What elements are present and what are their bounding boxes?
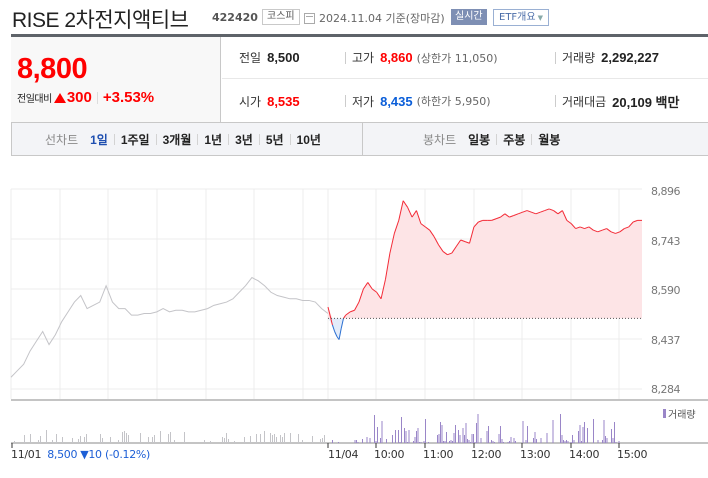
date-info: 2024.11.04 기준(장마감) <box>304 10 445 26</box>
volume: 거래량 2,292,227 <box>555 49 659 66</box>
prev-close-value: 8,500 <box>267 50 300 65</box>
calendar-icon <box>304 12 315 24</box>
change-amount: 300 <box>66 89 92 106</box>
volume-legend: 거래량 <box>663 406 696 421</box>
previous-day-info: 11/01 8,500 ▼10 (-0.12%) <box>11 448 150 461</box>
line-chart-title: 선차트 <box>45 132 79 147</box>
line-chart-periods: 선차트 1일 1주일 3개월 1년 3년 5년 10년 <box>45 123 321 155</box>
volume-value: 2,292,227 <box>601 50 659 65</box>
low-price: 저가 8,435 (하한가 5,950) <box>345 93 491 110</box>
divider <box>197 133 199 145</box>
divider <box>345 51 346 64</box>
divider <box>155 133 157 145</box>
divider <box>531 133 533 145</box>
trade-value: 거래대금 20,109 백만 <box>555 92 679 111</box>
open-value: 8,535 <box>267 93 300 109</box>
period-3y[interactable]: 3년 <box>235 132 253 147</box>
period-1d[interactable]: 1일 <box>90 132 108 147</box>
toolbar-divider <box>362 123 363 155</box>
stock-header: RISE 2차전지액티브 422420 코스피 2024.11.04 기준(장마… <box>0 0 708 36</box>
x-label: 11/04 <box>328 448 359 461</box>
lower-limit: (하한가 5,950) <box>416 95 491 108</box>
y-tick: 8,284 <box>651 383 681 396</box>
divider <box>555 95 556 107</box>
divider <box>228 133 230 145</box>
x-label: 13:00 <box>520 448 551 461</box>
market-badge: 코스피 <box>262 9 300 25</box>
high-value: 8,860 <box>380 50 413 65</box>
low-value: 8,435 <box>380 93 413 109</box>
volume-legend-label: 거래량 <box>668 410 696 421</box>
divider <box>555 51 556 64</box>
x-label: 14:00 <box>569 448 600 461</box>
y-tick: 8,896 <box>651 185 681 198</box>
up-triangle-icon <box>53 92 66 103</box>
divider <box>345 95 346 107</box>
period-3m[interactable]: 3개월 <box>162 132 192 147</box>
price-summary: 8,800 전일대비 300 +3.53% <box>11 37 221 122</box>
period-5y[interactable]: 5년 <box>265 132 284 147</box>
info-row: 시가 8,535 저가 8,435 (하한가 5,950) 거래대금 20,10… <box>222 80 708 122</box>
low-label: 저가 <box>352 94 375 109</box>
chart-toolbar: 선차트 1일 1주일 3개월 1년 3년 5년 10년 봉차트 일봉 주봉 월봉 <box>11 122 708 156</box>
candle-monthly[interactable]: 월봉 <box>538 132 561 147</box>
price-info-table: 전일 8,500 고가 8,860 (상한가 11,050) 거래량 2,292… <box>222 37 708 122</box>
y-tick: 8,743 <box>651 235 681 248</box>
high-price: 고가 8,860 (상한가 11,050) <box>345 49 498 66</box>
open-label: 시가 <box>239 94 262 109</box>
change-label: 전일대비 <box>17 94 52 105</box>
y-tick: 8,590 <box>651 284 681 297</box>
open-price: 시가 8,535 <box>239 93 300 110</box>
x-label: 12:00 <box>471 448 502 461</box>
upper-limit: (상한가 11,050) <box>416 51 498 65</box>
header-divider <box>11 34 708 37</box>
candle-daily[interactable]: 일봉 <box>468 132 491 147</box>
etf-overview-label: ETF개요 <box>499 12 536 23</box>
x-label: 10:00 <box>374 448 405 461</box>
etf-overview-dropdown[interactable]: ETF개요 ▼ <box>493 9 549 26</box>
period-1y[interactable]: 1년 <box>204 132 223 147</box>
trade-value-value: 20,109 백만 <box>612 94 680 110</box>
divider <box>289 133 291 145</box>
period-1w[interactable]: 1주일 <box>120 132 150 147</box>
price-change: 전일대비 300 +3.53% <box>17 89 154 106</box>
candle-chart-periods: 봉차트 일봉 주봉 월봉 <box>423 123 560 155</box>
change-percent: +3.53% <box>102 89 155 106</box>
x-label: 15:00 <box>617 448 648 461</box>
divider <box>258 133 260 145</box>
previous-day-date: 11/01 <box>11 448 42 461</box>
divider <box>96 91 98 104</box>
previous-day-change: ▼10 (-0.12%) <box>80 448 151 461</box>
stock-title: RISE 2차전지액티브 <box>12 9 189 32</box>
price-chart[interactable]: 8,896 8,743 8,590 8,437 8,284 거래량 11/01 … <box>0 156 708 478</box>
date-text: 2024.11.04 기준(장마감) <box>319 12 445 25</box>
current-price: 8,800 <box>17 53 88 85</box>
high-label: 고가 <box>352 51 375 65</box>
x-label: 11:00 <box>423 448 454 461</box>
info-row: 전일 8,500 고가 8,860 (상한가 11,050) 거래량 2,292… <box>222 37 708 79</box>
stock-code: 422420 <box>212 11 258 24</box>
period-10y[interactable]: 10년 <box>296 132 321 147</box>
trade-value-label: 거래대금 <box>562 94 607 109</box>
candle-weekly[interactable]: 주봉 <box>503 132 526 147</box>
caret-down-icon: ▼ <box>537 14 543 22</box>
price-chart-canvas <box>10 188 708 448</box>
y-tick: 8,437 <box>651 334 681 347</box>
divider <box>113 133 115 145</box>
previous-day-close: 8,500 <box>47 448 78 461</box>
volume-legend-swatch <box>663 409 666 418</box>
divider <box>496 133 498 145</box>
realtime-button[interactable]: 실시간 <box>451 9 487 25</box>
candle-chart-title: 봉차트 <box>423 132 457 147</box>
volume-label: 거래량 <box>562 51 596 65</box>
prev-close-label: 전일 <box>239 51 262 65</box>
prev-close: 전일 8,500 <box>239 49 300 66</box>
